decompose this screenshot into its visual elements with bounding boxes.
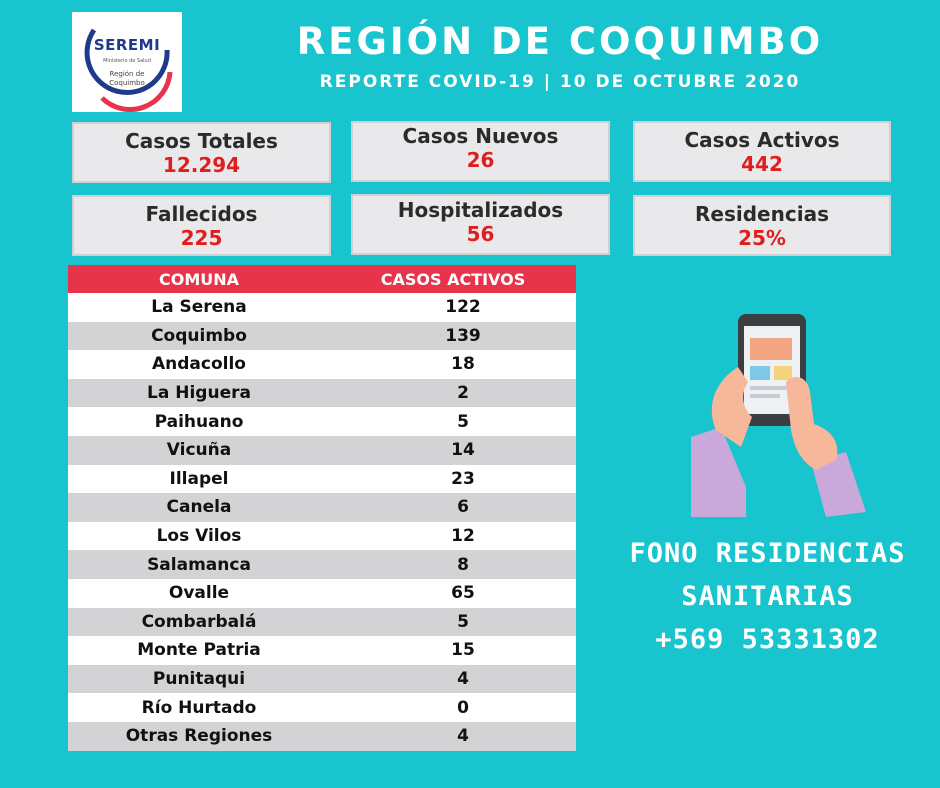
stat-casos-activos: Casos Activos 442: [633, 121, 891, 182]
stat-label: Fallecidos: [145, 202, 258, 226]
stat-value: 25%: [738, 226, 786, 250]
cell-casos: 23: [451, 468, 475, 489]
table-header: COMUNA CASOS ACTIVOS: [68, 265, 576, 293]
table-row: Combarbalá 5: [68, 607, 576, 637]
cell-comuna: Canela: [166, 497, 232, 518]
table-row: Paihuano 5: [68, 407, 576, 436]
logo-region: Región de Coquimbo: [72, 70, 182, 88]
cell-casos: 14: [451, 440, 475, 461]
table-row: Canela 6: [68, 493, 576, 522]
cell-casos: 15: [451, 640, 475, 661]
stat-label: Hospitalizados: [397, 198, 564, 222]
right-sleeve: [811, 452, 866, 517]
header-comuna: COMUNA: [158, 269, 240, 289]
stat-value: 442: [741, 152, 783, 176]
left-sleeve: [691, 427, 746, 517]
cell-casos: 6: [457, 497, 469, 518]
cell-casos: 65: [451, 583, 475, 604]
table-row: Punitaqui 4: [68, 664, 576, 694]
cell-comuna: Andacollo: [152, 354, 246, 375]
cell-comuna: Illapel: [169, 468, 229, 489]
right-hand: [786, 377, 838, 470]
table-body: La Serena 122 Coquimbo 139 Andacollo 18 La …: [68, 293, 576, 751]
cell-comuna: Ovalle: [168, 583, 230, 604]
page-title: REGIÓN DE COQUIMBO: [296, 20, 824, 63]
table-row: Otras Regiones 4: [68, 721, 576, 751]
stat-label: Casos Totales: [125, 129, 278, 153]
stat-casos-totales: Casos Totales 12.294: [72, 122, 331, 183]
fono-line-2: SANITARIAS: [681, 581, 854, 612]
stat-label: Residencias: [695, 202, 829, 226]
stat-hospitalizados: Hospitalizados 56: [351, 194, 610, 255]
logo-region-line1: Región de: [109, 70, 145, 78]
screen-tile: [750, 366, 770, 380]
cell-casos: 0: [457, 697, 469, 718]
fono-line-1: FONO RESIDENCIAS: [629, 538, 906, 569]
screen-line: [750, 386, 792, 390]
table-row: Salamanca 8: [68, 550, 576, 579]
cell-comuna: Combarbalá: [141, 611, 257, 632]
table-row: Vicuña 14: [68, 435, 576, 465]
table-row: Los Vilos 12: [68, 522, 576, 551]
cell-comuna: La Serena: [151, 297, 247, 318]
cell-casos: 139: [445, 325, 481, 346]
page-subtitle: REPORTE COVID-19 | 10 DE OCTUBRE 2020: [319, 72, 801, 92]
table-row: Illapel 23: [68, 465, 576, 494]
header-casos-activos: CASOS ACTIVOS: [380, 269, 526, 289]
stat-label: Casos Activos: [684, 128, 840, 152]
screen-line: [750, 394, 780, 398]
cell-comuna: Punitaqui: [152, 669, 246, 690]
table-row: La Serena 122: [68, 293, 576, 322]
fono-block: FONO RESIDENCIAS SANITARIAS +569 5333130…: [590, 532, 940, 661]
cell-casos: 5: [457, 411, 469, 432]
table-row: Andacollo 18: [68, 350, 576, 379]
cell-casos: 122: [445, 297, 481, 318]
cell-casos: 5: [457, 611, 469, 632]
table-row: Río Hurtado 0: [68, 693, 576, 722]
hand-phone-illustration: [691, 314, 866, 517]
cell-comuna: Río Hurtado: [141, 697, 257, 718]
cell-casos: 18: [451, 354, 475, 375]
stat-value: 12.294: [162, 153, 241, 177]
cell-comuna: Salamanca: [147, 554, 251, 575]
screen-banner: [750, 338, 792, 360]
cell-casos: 8: [457, 554, 469, 575]
seremi-logo: SEREMI Ministerio de Salud Región de Coq…: [72, 12, 182, 112]
screen-tile: [774, 366, 792, 380]
logo-ring-icon: [84, 28, 173, 112]
cell-comuna: Paihuano: [154, 411, 244, 432]
cell-comuna: La Higuera: [147, 383, 251, 404]
stat-residencias: Residencias 25%: [633, 195, 891, 256]
cell-comuna: Coquimbo: [151, 325, 247, 346]
stat-value: 225: [180, 226, 223, 250]
stat-value: 56: [466, 222, 495, 246]
left-hand: [711, 367, 752, 447]
stat-casos-nuevos: Casos Nuevos 26: [351, 121, 610, 182]
cell-comuna: Monte Patria: [137, 640, 261, 661]
stat-value: 26: [466, 148, 495, 172]
cell-casos: 4: [457, 726, 469, 747]
logo-name: SEREMI: [93, 36, 161, 54]
cell-comuna: Otras Regiones: [125, 726, 273, 747]
fono-phone-number: +569 53331302: [655, 624, 880, 655]
comunas-table: COMUNA CASOS ACTIVOS La Serena 122 Coquim…: [68, 265, 576, 751]
stat-fallecidos: Fallecidos 225: [72, 195, 331, 256]
cell-comuna: Los Vilos: [156, 526, 242, 547]
logo-ministry: Ministerio de Salud: [103, 58, 151, 64]
stat-label: Casos Nuevos: [402, 124, 559, 148]
cell-casos: 12: [451, 526, 475, 547]
table-row: Ovalle 65: [68, 579, 576, 608]
table-row: La Higuera 2: [68, 378, 576, 408]
cell-casos: 4: [457, 669, 469, 690]
cell-comuna: Vicuña: [166, 440, 232, 461]
cell-casos: 2: [457, 383, 469, 404]
table-row: Coquimbo 139: [68, 321, 576, 351]
logo-region-line2: Coquimbo: [109, 79, 145, 87]
table-row: Monte Patria 15: [68, 636, 576, 665]
